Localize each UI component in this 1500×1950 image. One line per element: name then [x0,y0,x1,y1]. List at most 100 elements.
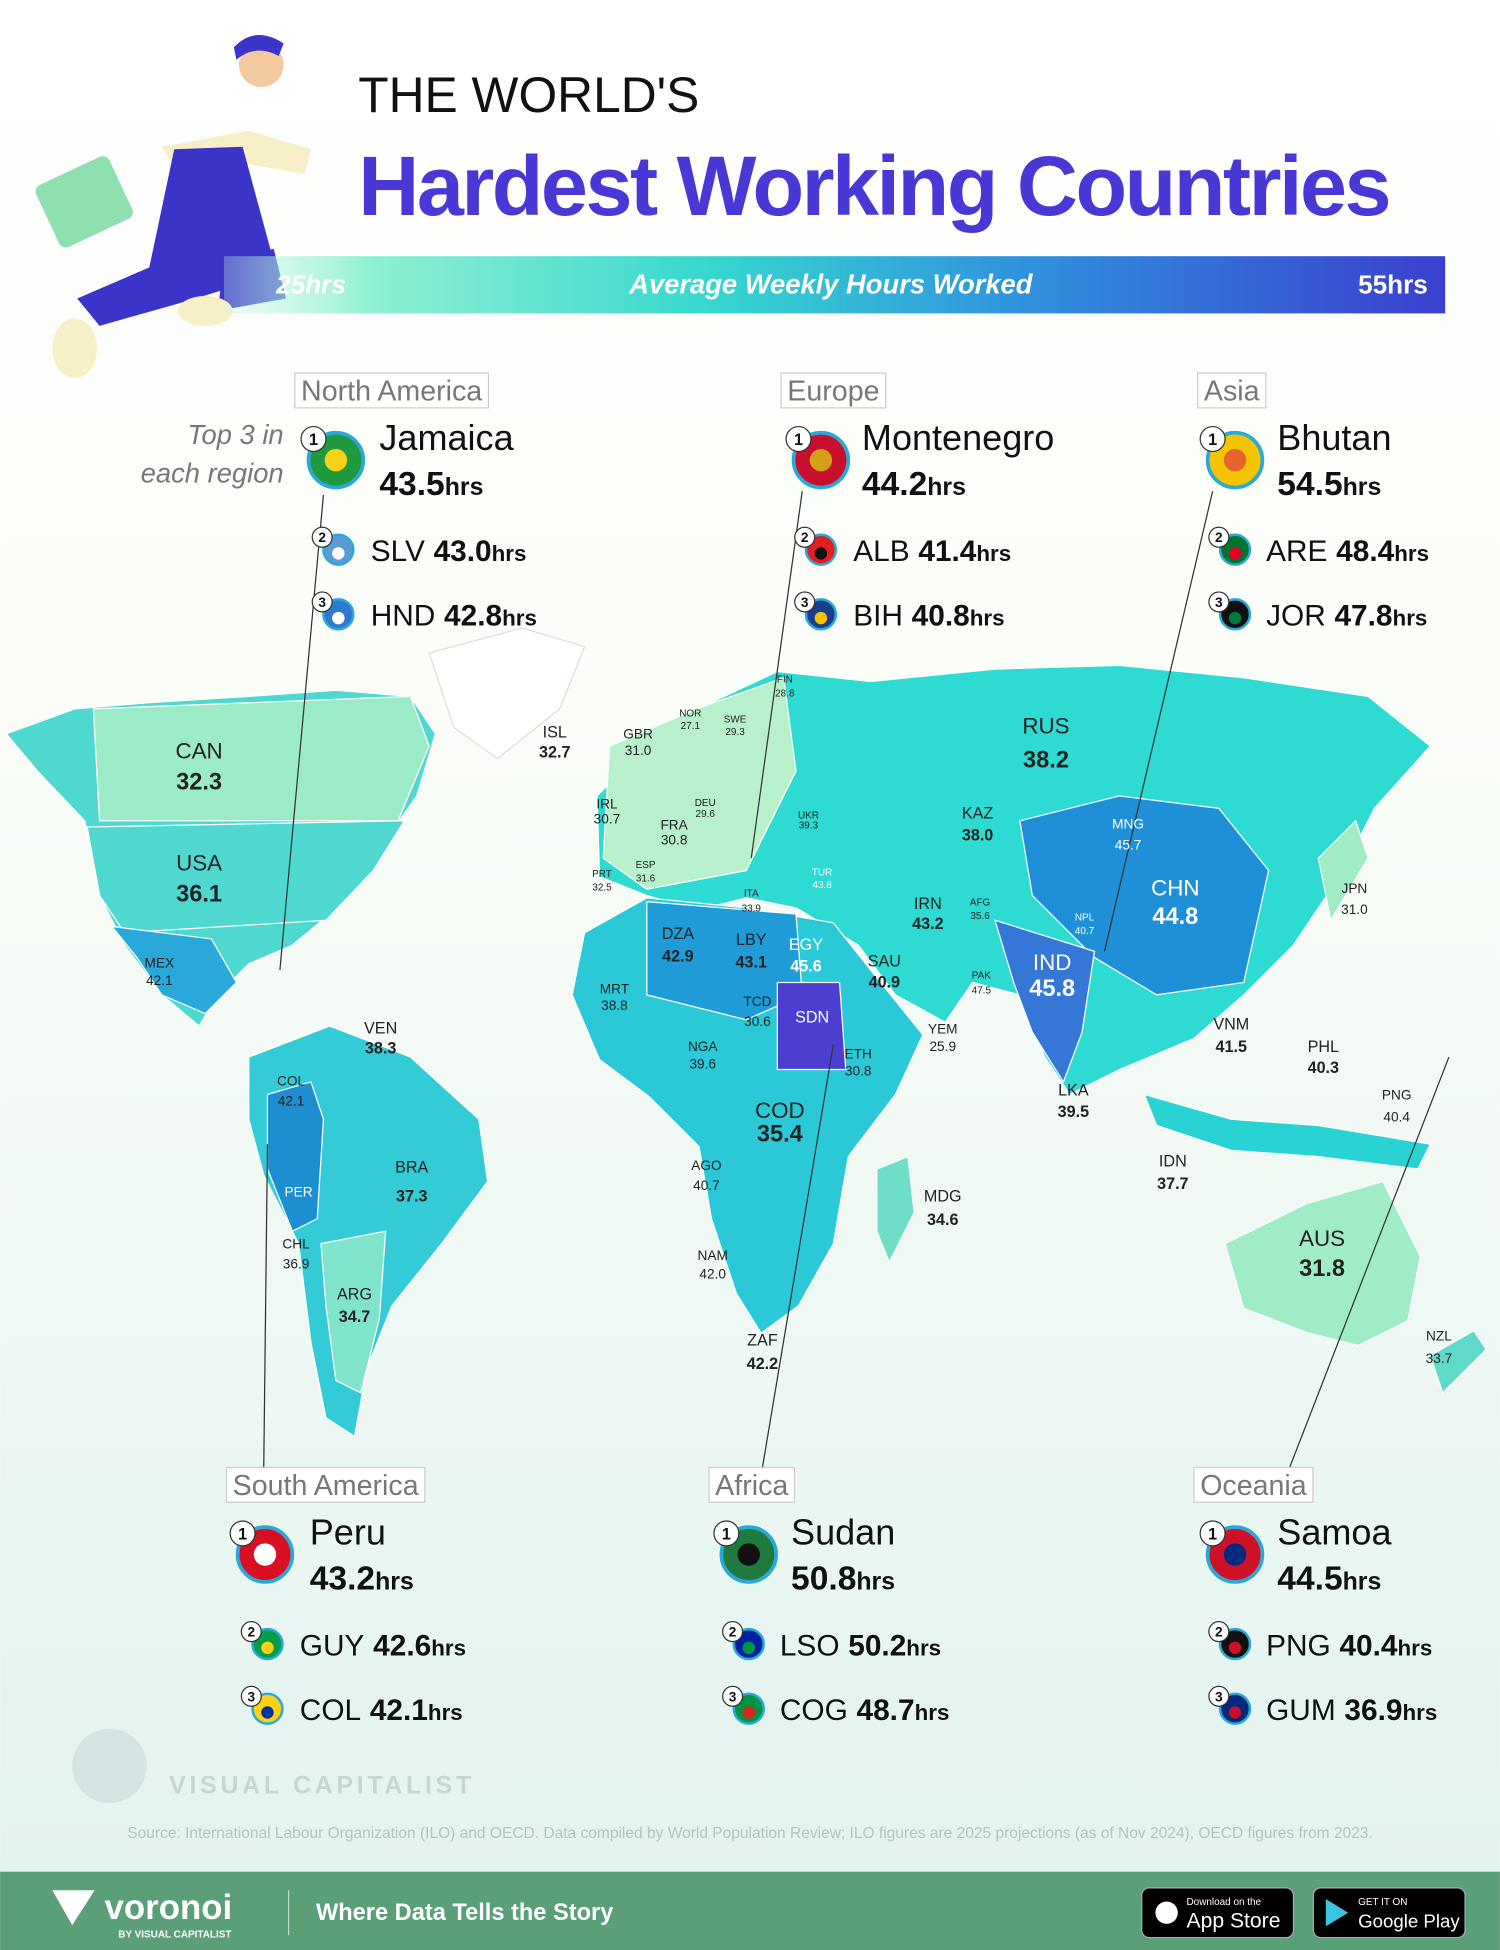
hours-unit: hrs [1343,473,1382,501]
region-label-box [294,372,490,409]
rank-badge [311,591,333,613]
shoe [52,318,98,379]
country-row: SLV 43.0hrs [371,535,527,568]
legend-max: 55hrs [1358,269,1428,299]
hours-unit: hrs [492,541,527,566]
flag-detail [1228,547,1242,560]
play-icon [1325,1899,1349,1927]
country-hours: 43.2hrs [310,1560,414,1597]
rank: 3 [248,1689,256,1704]
map-label-value: 33.7 [1426,1351,1453,1366]
map-label-value: 37.7 [1157,1175,1188,1193]
rank-badge [240,1685,262,1707]
map-label-value: 38.0 [962,827,993,845]
map-label-value: 30.7 [594,811,621,826]
greenland [428,627,586,760]
title: Hardest Working Countries [358,138,1389,233]
map-label-value: 25.9 [929,1039,956,1054]
map-label-code: ISL [543,723,567,741]
map-label-value: 34.6 [927,1211,958,1229]
map-label-code: SAU [868,952,901,970]
country-code: PNG [1266,1629,1331,1662]
country-hours: 50.8hrs [791,1560,895,1597]
head [238,42,284,88]
country-row: BIH 40.8hrs [853,600,1004,633]
country-row: JOR 47.8hrs [1266,600,1427,633]
map-label-code: TUR [812,868,832,879]
map-label-value: 43.1 [736,954,767,972]
map-label-value: 31.6 [636,874,656,885]
region-name: Africa [715,1470,788,1502]
map-label-value: 31.8 [1299,1256,1345,1282]
map-label-code: MEX [144,956,174,971]
world-map [5,627,1488,1438]
map-label-code: VEN [364,1019,397,1037]
country-hours: 44.5hrs [1277,1560,1381,1597]
map-label-code: MDG [924,1187,962,1205]
map-label-value: 32.5 [592,882,612,893]
flag-detail [1223,448,1247,472]
hours-unit: hrs [1394,541,1429,566]
flag-detail [1228,611,1242,625]
rank: 1 [1208,1526,1217,1544]
map-label-value: 30.6 [744,1014,771,1029]
rank: 3 [801,595,809,610]
region-label-box [780,372,887,409]
map-label-code: NGA [688,1039,718,1054]
country-name: Jamaica [379,417,514,458]
hours-unit: hrs [1343,1567,1382,1595]
note-line: each region [141,458,284,489]
country-row: ALB 41.4hrs [853,535,1011,568]
rank: 1 [238,1526,247,1544]
country-code: COL [300,1694,361,1727]
hours-unit: hrs [915,1700,950,1725]
map-label-code: EGY [789,936,823,954]
southeast-asia-islands [1143,1093,1432,1170]
flag-detail [261,1641,274,1655]
map-label-value: 42.0 [699,1266,726,1281]
argentina [320,1230,387,1394]
app-store-badge[interactable] [1141,1887,1295,1939]
flag-detail [324,448,348,472]
map-label-value: 40.4 [1383,1110,1410,1125]
map-label-code: YEM [928,1021,958,1036]
app-store-button[interactable]: Download on the App Store [1141,1887,1295,1939]
country-code: JOR [1266,600,1326,633]
hours-value: 48.4 [1336,535,1394,568]
map-label-code: COL [277,1074,305,1089]
hours-unit: hrs [906,1635,941,1660]
hours-unit: hrs [375,1567,414,1595]
map-label-value: 40.7 [693,1178,720,1193]
hours-unit: hrs [428,1700,463,1725]
hours-unit: hrs [1398,1635,1433,1660]
rank-badge [713,1520,740,1547]
europe [602,676,797,890]
map-label-code: AUS [1299,1226,1345,1251]
country-hours: 54.5hrs [1277,466,1381,503]
rank: 2 [801,530,809,545]
rank: 3 [729,1689,737,1704]
map-label-value: 37.3 [396,1187,427,1205]
map-label-value: 39.5 [1058,1103,1089,1121]
map-label-code: ETH [845,1046,872,1061]
map-label-code: PER [285,1184,313,1199]
country-code: HND [371,600,436,633]
region-name: North America [301,375,482,407]
country-code: SLV [371,535,425,568]
country-hours: 43.5hrs [379,466,483,503]
region-label-box [1197,372,1267,409]
map-label-value: 47.5 [972,986,992,997]
region-label-box [225,1466,426,1503]
google-play-button[interactable]: GET IT ON Google Play [1312,1887,1466,1939]
leader-line [1286,1056,1450,1474]
mexico [110,925,238,1015]
country-name: Bhutan [1277,417,1391,458]
google-play-badge[interactable] [1312,1887,1466,1939]
rank-badge [1199,1520,1226,1547]
rank-badge [1208,1621,1230,1643]
rank: 2 [248,1625,256,1640]
hours-value: 47.8 [1334,600,1392,633]
map-label-code: GBR [623,727,653,742]
map-label-code: MRT [600,982,630,997]
footer-tagline: Where Data Tells the Story [316,1900,613,1926]
